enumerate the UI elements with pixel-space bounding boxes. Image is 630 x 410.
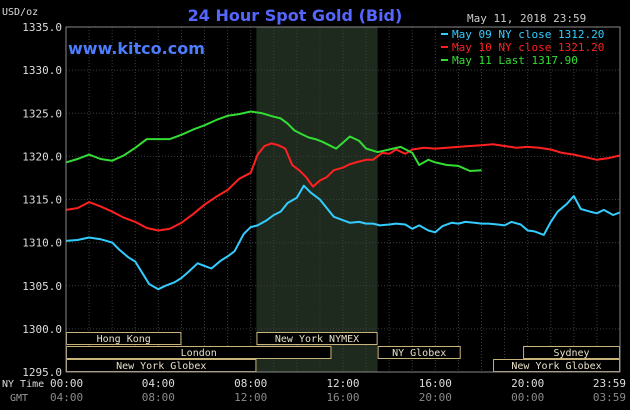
- y-tick-label: 1330.0: [22, 64, 62, 77]
- price-series: [65, 110, 621, 291]
- y-tick-label: 1325.0: [22, 107, 62, 120]
- x-tick-label-gmt: 16:00: [326, 391, 359, 404]
- legend-entry: May 10 NY close 1321.20: [452, 41, 604, 54]
- series-line: [65, 110, 482, 172]
- y-tick-label: 1300.0: [22, 323, 62, 336]
- session-label: NY Globex: [392, 348, 446, 359]
- y-tick-labels: 1335.0 1330.0 1325.0 1320.0 1315.0 1310.0 1305…: [22, 21, 62, 379]
- session-bar: [256, 332, 378, 345]
- series-line: [65, 142, 621, 232]
- x-tick-label-ny: 12:00: [326, 377, 359, 390]
- nymex-session-highlight: [256, 27, 378, 372]
- y-axis-label: USD/oz: [2, 7, 38, 18]
- market-sessions: Hong Kong London New York Globex New York N…: [66, 332, 620, 372]
- y-tick-label: 1320.0: [22, 150, 62, 163]
- session-label: New York Globex: [511, 361, 601, 372]
- x-tick-label-gmt: 04:00: [50, 391, 83, 404]
- session-label: London: [181, 348, 217, 359]
- session-label: Hong Kong: [97, 334, 151, 345]
- y-tick-label: 1310.0: [22, 237, 62, 250]
- x-tick-label-ny: 04:00: [142, 377, 175, 390]
- legend-entry: May 11 Last 1317.90: [452, 54, 578, 67]
- y-tick-label: 1315.0: [22, 194, 62, 207]
- x-row1-label: NY Time: [2, 379, 44, 390]
- x-tick-label-ny: 23:59: [593, 377, 626, 390]
- x-tick-label-gmt: 08:00: [142, 391, 175, 404]
- x-tick-label-gmt: 03:59: [593, 391, 626, 404]
- legend-entry: May 09 NY close 1312.20: [452, 28, 604, 41]
- plot-frame: [65, 26, 621, 373]
- x-tick-label-gmt: 00:00: [511, 391, 544, 404]
- x-tick-label-ny: 00:00: [50, 377, 83, 390]
- y-tick-label: 1295.0: [22, 366, 62, 379]
- series-line: [65, 184, 621, 291]
- session-label: New York Globex: [116, 361, 206, 372]
- x-tick-label-ny: 08:00: [234, 377, 267, 390]
- session-label: Sydney: [553, 348, 589, 359]
- source-label: www.kitco.com: [68, 39, 205, 58]
- x-tick-label-ny: 20:00: [511, 377, 544, 390]
- session-label: New York NYMEX: [275, 334, 359, 345]
- chart-title: 24 Hour Spot Gold (Bid): [188, 6, 403, 25]
- x-tick-labels: 00:0004:0004:0008:0008:0012:0012:0016:00…: [50, 377, 626, 404]
- x-row2-label: GMT: [10, 393, 28, 404]
- session-bar: [377, 346, 461, 359]
- x-tick-label-gmt: 12:00: [234, 391, 267, 404]
- y-tick-label: 1305.0: [22, 280, 62, 293]
- timestamp-label: May 11, 2018 23:59: [467, 12, 586, 25]
- y-tick-label: 1335.0: [22, 21, 62, 34]
- x-tick-label-ny: 16:00: [419, 377, 452, 390]
- x-tick-label-gmt: 20:00: [419, 391, 452, 404]
